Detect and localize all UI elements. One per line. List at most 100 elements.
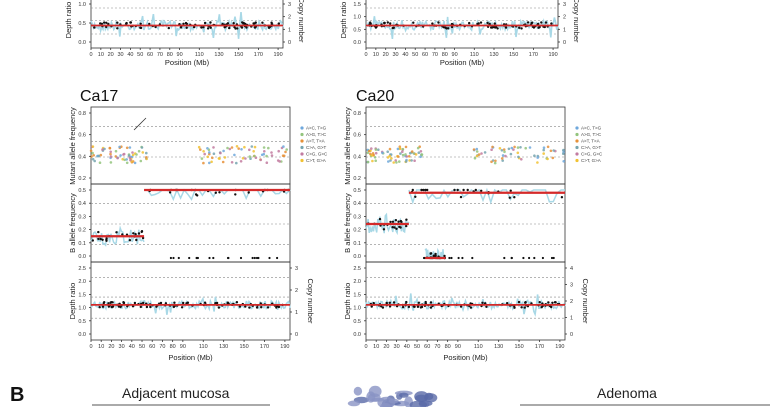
data-point bbox=[93, 26, 96, 29]
data-point bbox=[477, 22, 480, 25]
mutation-point bbox=[413, 159, 416, 162]
y-tick-label: 0.0 bbox=[353, 40, 361, 46]
legend-entry: A>T, T>A bbox=[581, 139, 600, 144]
mutation-point bbox=[145, 151, 148, 155]
mutation-point bbox=[419, 150, 423, 153]
y-tick-label: 0.5 bbox=[78, 319, 86, 325]
mutation-point bbox=[131, 153, 135, 157]
y-tick-label: 0.3 bbox=[353, 214, 361, 220]
x-tick-label: 50 bbox=[139, 344, 145, 350]
mutation-point bbox=[408, 159, 411, 162]
data-point bbox=[125, 21, 128, 25]
data-point bbox=[517, 300, 521, 304]
x-tick-label: 60 bbox=[424, 344, 430, 350]
mutation-point bbox=[270, 151, 273, 154]
data-point bbox=[405, 300, 408, 304]
mutation-point bbox=[208, 151, 211, 154]
x-tick-label: 70 bbox=[157, 52, 163, 58]
y-tick-label: 0.5 bbox=[353, 188, 361, 194]
mutation-point bbox=[533, 154, 536, 157]
data-point bbox=[172, 256, 175, 260]
x-tick-label: 0 bbox=[364, 52, 367, 58]
data-point bbox=[541, 256, 545, 260]
mutation-point bbox=[135, 153, 138, 156]
data-point bbox=[208, 256, 211, 260]
x-tick-label: 50 bbox=[414, 344, 420, 350]
mutation-point bbox=[226, 146, 229, 150]
data-point bbox=[479, 21, 483, 24]
data-point bbox=[400, 220, 403, 224]
data-point bbox=[485, 305, 488, 308]
y-tick-label: 0.4 bbox=[78, 154, 86, 160]
x-tick-label: 90 bbox=[180, 344, 186, 350]
data-point bbox=[510, 256, 513, 260]
data-point bbox=[520, 27, 523, 30]
mutation-point bbox=[367, 149, 371, 153]
data-point bbox=[443, 254, 446, 258]
tissue-blob bbox=[424, 392, 434, 400]
data-point bbox=[209, 21, 212, 24]
data-point bbox=[195, 256, 199, 260]
legend-entry: A>C, T>G bbox=[306, 126, 327, 131]
mutation-point bbox=[490, 148, 493, 151]
legend-swatch bbox=[300, 158, 304, 163]
data-point bbox=[236, 27, 239, 30]
mutation-point bbox=[520, 158, 523, 161]
data-point bbox=[486, 21, 489, 25]
mutation-point bbox=[410, 159, 413, 162]
mutation-point bbox=[507, 147, 511, 151]
mutation-point bbox=[416, 146, 420, 150]
data-point bbox=[241, 21, 244, 24]
mutation-point bbox=[387, 160, 390, 163]
data-point bbox=[392, 26, 395, 29]
data-point bbox=[370, 305, 373, 308]
mutation-point bbox=[89, 149, 93, 153]
y-tick-label: 4 bbox=[570, 266, 573, 272]
mutation-point bbox=[203, 152, 206, 156]
mutation-point bbox=[96, 154, 99, 158]
y-tick-label: 0.2 bbox=[78, 228, 86, 234]
mutation-point bbox=[101, 148, 104, 151]
mutation-point bbox=[210, 160, 213, 164]
y-tick-label: 2 bbox=[295, 288, 298, 294]
mutation-point bbox=[230, 146, 234, 149]
mutation-point bbox=[414, 153, 418, 156]
data-point bbox=[209, 26, 212, 29]
mutation-point bbox=[510, 146, 514, 150]
mutation-point bbox=[480, 152, 483, 155]
mutation-point bbox=[546, 157, 549, 161]
mutation-point bbox=[282, 145, 285, 148]
data-point bbox=[394, 219, 398, 222]
data-point bbox=[235, 301, 239, 304]
y-tick-label: 0.4 bbox=[353, 154, 361, 160]
data-point bbox=[550, 256, 554, 260]
mutation-point bbox=[502, 148, 506, 151]
data-point bbox=[450, 256, 453, 260]
data-point bbox=[159, 301, 163, 305]
data-point bbox=[261, 21, 264, 24]
mutation-point bbox=[542, 148, 545, 152]
data-point bbox=[412, 305, 415, 308]
mutation-point bbox=[119, 154, 122, 157]
mutation-point bbox=[211, 156, 214, 160]
data-point bbox=[253, 22, 256, 25]
data-point bbox=[203, 301, 207, 304]
data-point bbox=[378, 217, 382, 221]
y-tick-label: 1.0 bbox=[353, 15, 361, 21]
data-point bbox=[488, 22, 491, 26]
mutation-point bbox=[373, 156, 377, 159]
mutation-point bbox=[517, 155, 520, 159]
mutation-point bbox=[137, 149, 141, 153]
x-tick-label: 0 bbox=[364, 344, 367, 350]
x-tick-label: 30 bbox=[117, 52, 123, 58]
data-point bbox=[393, 226, 396, 229]
x-tick-label: 110 bbox=[195, 52, 204, 58]
mutation-point bbox=[267, 146, 270, 150]
data-point bbox=[101, 238, 104, 241]
data-point bbox=[132, 232, 135, 235]
x-tick-label: 30 bbox=[392, 52, 398, 58]
y-tick-label: 1 bbox=[570, 316, 573, 322]
mutation-point bbox=[542, 152, 545, 155]
mutation-point bbox=[285, 148, 289, 151]
x-tick-label: 20 bbox=[383, 344, 389, 350]
